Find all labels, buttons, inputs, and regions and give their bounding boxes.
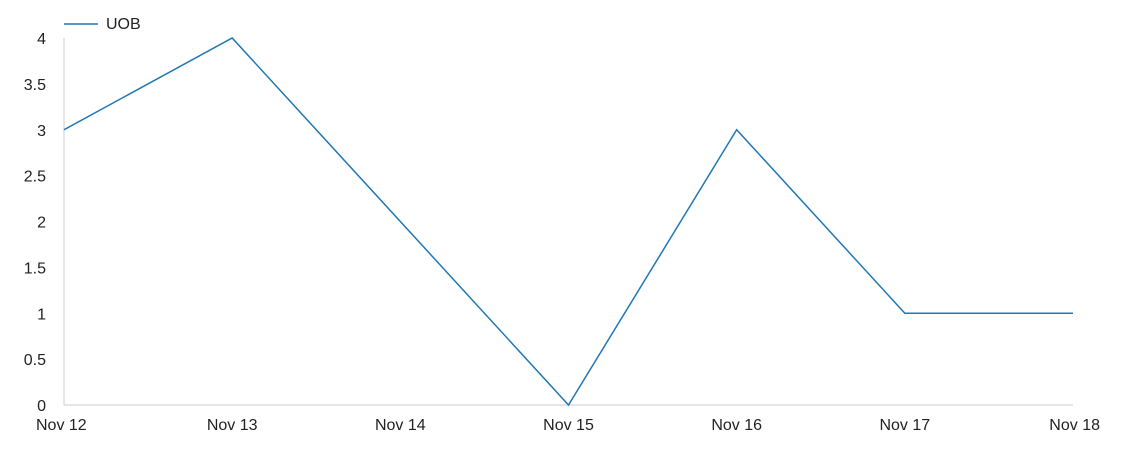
y-tick-label: 4: [37, 31, 46, 48]
y-tick-label: 1: [37, 306, 46, 323]
axes: [63, 38, 1073, 406]
y-tick-labels: 0 0.5 1 1.5 2 2.5 3 3.5 4: [24, 31, 46, 415]
x-tick-label: Nov 15: [543, 417, 594, 434]
x-tick-label: Nov 18: [1049, 417, 1100, 434]
y-tick-label: 3.5: [24, 77, 46, 94]
x-tick-label: Nov 14: [375, 417, 426, 434]
legend-label-uob: UOB: [106, 16, 141, 33]
y-tick-label: 0: [37, 398, 46, 415]
series-layer: [63, 37, 1073, 407]
series-line-uob: [63, 37, 1073, 407]
x-tick-label: Nov 17: [879, 417, 930, 434]
y-tick-label: 0.5: [24, 352, 46, 369]
x-tick-label: Nov 13: [207, 417, 258, 434]
y-tick-label: 2.5: [24, 169, 46, 186]
y-tick-label: 2: [37, 215, 46, 232]
y-tick-label: 3: [37, 123, 46, 140]
x-tick-labels: Nov 12 Nov 13 Nov 14 Nov 15 Nov 16 Nov 17 Nov …: [36, 417, 1100, 434]
x-tick-label: Nov 16: [711, 417, 762, 434]
y-tick-label: 1.5: [24, 260, 46, 277]
legend: UOB: [64, 16, 141, 33]
x-tick-label: Nov 12: [36, 417, 87, 434]
